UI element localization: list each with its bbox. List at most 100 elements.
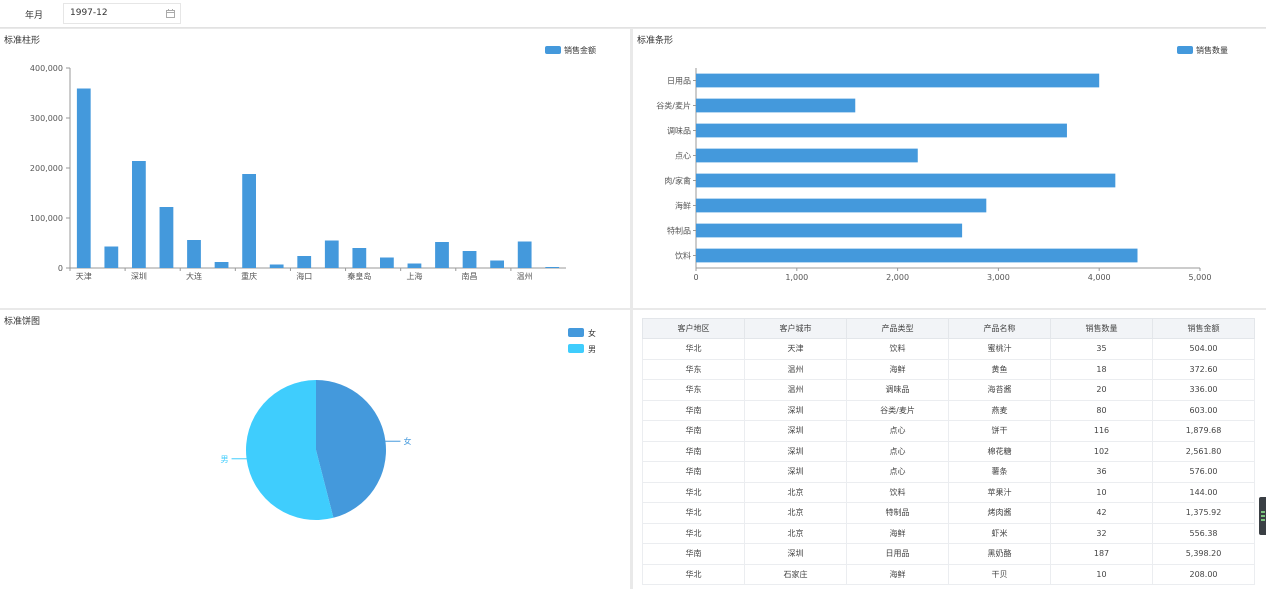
legend-swatch (545, 46, 561, 54)
table-cell: 1,879.68 (1152, 420, 1255, 442)
bar (187, 240, 201, 268)
table-cell: 18 (1050, 358, 1153, 380)
bar (490, 260, 504, 268)
table-cell: 187 (1050, 543, 1153, 565)
bar (696, 173, 1116, 188)
table-cell: 日用品 (846, 543, 949, 565)
x-tick-label: 大连 (186, 271, 202, 281)
table-row[interactable]: 华北 北京 特制品 烤肉酱 42 1,375.92 (642, 502, 1255, 524)
table-cell: 饮料 (846, 338, 949, 360)
bar (517, 241, 532, 268)
table-cell: 35 (1050, 338, 1153, 360)
table-cell: 温州 (744, 358, 847, 380)
table-cell: 2,561.80 (1152, 440, 1255, 462)
table-row[interactable]: 华北 天津 饮料 蜜桃汁 35 504.00 (642, 338, 1255, 360)
table-cell: 10 (1050, 563, 1153, 585)
table-cell: 燕麦 (948, 399, 1051, 421)
bar (104, 246, 119, 268)
table-cell: 黑奶酪 (948, 543, 1051, 565)
x-tick-label: 4,000 (1088, 273, 1111, 282)
bar (696, 148, 918, 163)
column-header[interactable]: 销售金额 (1152, 318, 1255, 339)
table-cell: 576.00 (1152, 461, 1255, 483)
table-row[interactable]: 华北 北京 海鲜 虾米 32 556.38 (642, 522, 1255, 544)
table-cell: 海鲜 (846, 358, 949, 380)
x-tick-label: 2,000 (886, 273, 909, 282)
column-header[interactable]: 产品类型 (846, 318, 949, 339)
table-row[interactable]: 华南 深圳 点心 薯条 36 576.00 (642, 461, 1255, 483)
table-cell: 华北 (642, 563, 745, 585)
table-row[interactable]: 华东 温州 海鲜 黄鱼 18 372.60 (642, 358, 1255, 380)
table-row[interactable]: 华北 北京 饮料 苹果汁 10 144.00 (642, 481, 1255, 503)
x-tick-label: 3,000 (987, 273, 1010, 282)
y-tick-label: 100,000 (30, 214, 63, 223)
table-cell: 干贝 (948, 563, 1051, 585)
table-row[interactable]: 华南 深圳 谷类/麦片 燕麦 80 603.00 (642, 399, 1255, 421)
table-row[interactable]: 华南 深圳 点心 饼干 116 1,879.68 (642, 420, 1255, 442)
table-cell: 谷类/麦片 (846, 399, 949, 421)
bar (696, 223, 963, 238)
y-tick-label: 谷类/麦片 (656, 101, 691, 111)
bar (696, 248, 1138, 263)
table-cell: 海鲜 (846, 522, 949, 544)
pie-slice-label: 男 (221, 455, 229, 464)
side-toolbar-handle[interactable] (1259, 497, 1266, 535)
y-tick-label: 点心 (675, 152, 691, 161)
bar (462, 251, 477, 268)
y-tick-label: 日用品 (667, 77, 691, 86)
hbar-chart: 销售数量 0 1,000 2,000 3,000 4,000 5,000 日用品谷类/麦片调味… (656, 45, 1228, 282)
legend-swatch (568, 328, 584, 337)
column-header[interactable]: 销售数量 (1050, 318, 1153, 339)
bar (324, 240, 339, 268)
table-cell: 504.00 (1152, 338, 1255, 360)
table-cell: 36 (1050, 461, 1153, 483)
table-cell: 海鲜 (846, 563, 949, 585)
table-row[interactable]: 华北 石家庄 海鲜 干贝 10 208.00 (642, 563, 1255, 585)
x-tick-label: 重庆 (241, 271, 257, 281)
table-cell: 华南 (642, 461, 745, 483)
legend-swatch (1177, 46, 1193, 54)
table-cell: 华北 (642, 481, 745, 503)
table-cell: 点心 (846, 461, 949, 483)
bar (545, 267, 560, 268)
table-row[interactable]: 华南 深圳 点心 棉花糖 102 2,561.80 (642, 440, 1255, 462)
x-tick-label: 深圳 (131, 271, 147, 281)
y-tick-label: 饮料 (675, 251, 691, 261)
table-cell: 北京 (744, 502, 847, 524)
table-cell: 苹果汁 (948, 481, 1051, 503)
bar (696, 73, 1100, 88)
table-cell: 海苔酱 (948, 379, 1051, 401)
table-row[interactable]: 华东 温州 调味品 海苔酱 20 336.00 (642, 379, 1255, 401)
y-tick-label: 400,000 (30, 64, 63, 73)
bar (242, 174, 256, 268)
table-cell: 华南 (642, 399, 745, 421)
table-cell: 102 (1050, 440, 1153, 462)
year-month-input[interactable] (70, 8, 160, 18)
legend-swatch (568, 344, 584, 353)
table-row[interactable]: 华南 深圳 日用品 黑奶酪 187 5,398.20 (642, 543, 1255, 565)
legend-label: 销售金额 (564, 45, 596, 55)
bar (76, 88, 91, 268)
table-panel: 客户地区 客户城市 产品类型 产品名称 销售数量 销售金额 华北 天津 饮料 蜜桃汁 35 504.… (633, 310, 1266, 589)
hbar-chart-title: 标准条形 (637, 36, 674, 46)
y-tick-label: 200,000 (30, 164, 63, 173)
table-cell: 603.00 (1152, 399, 1255, 421)
bar (380, 257, 394, 268)
column-header[interactable]: 客户地区 (642, 318, 745, 339)
calendar-icon[interactable] (166, 9, 175, 18)
table-cell: 华南 (642, 440, 745, 462)
pie-chart-panel: 标准饼图 女男女男 (0, 310, 630, 589)
bar (435, 242, 449, 268)
bar (696, 123, 1067, 138)
year-month-picker[interactable] (63, 3, 181, 24)
bar (352, 248, 367, 268)
table-cell: 华南 (642, 420, 745, 442)
table-cell: 点心 (846, 420, 949, 442)
column-header[interactable]: 产品名称 (948, 318, 1051, 339)
table-cell: 372.60 (1152, 358, 1255, 380)
column-header[interactable]: 客户城市 (744, 318, 847, 339)
table-cell: 烤肉酱 (948, 502, 1051, 524)
bar (269, 264, 284, 268)
x-tick-label: 上海 (406, 271, 422, 281)
